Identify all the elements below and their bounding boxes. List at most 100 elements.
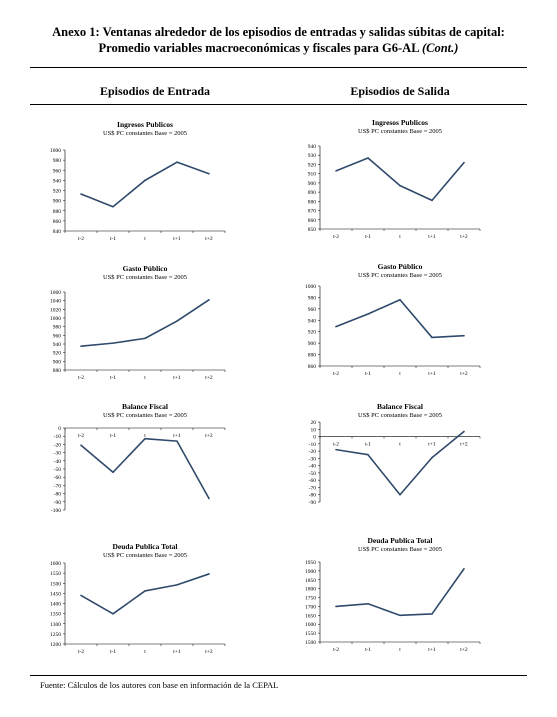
x-tick-label: t-1 [110, 236, 116, 242]
y-tick-label: 1500 [50, 581, 61, 587]
y-tick-label: 980 [53, 158, 62, 164]
data-point [176, 320, 178, 322]
y-tick-label: 900 [308, 181, 317, 187]
x-tick-label: t-2 [78, 375, 84, 381]
series-line [80, 299, 210, 347]
x-tick-label: t+2 [460, 442, 468, 448]
data-point [176, 440, 178, 442]
y-tick-label: 1450 [50, 591, 61, 597]
y-tick-label: 890 [308, 190, 317, 196]
data-point [112, 613, 114, 615]
data-point [176, 161, 178, 163]
data-point [399, 493, 401, 496]
y-tick-label: 960 [53, 168, 62, 174]
y-tick-label: 840 [53, 229, 62, 235]
y-tick-label: -50 [309, 471, 317, 477]
chart-subtitle: US$ PC constantes Base = 2005 [358, 546, 442, 553]
x-tick-label: t+1 [428, 234, 436, 240]
x-tick-label: t-1 [365, 647, 371, 653]
x-tick-label: t+1 [173, 375, 181, 381]
x-tick-label: t-1 [365, 442, 371, 448]
x-tick-label: t-2 [333, 647, 339, 653]
x-tick-label: t-1 [365, 234, 371, 240]
y-tick-label: 1350 [50, 612, 61, 618]
data-point [399, 184, 401, 187]
y-tick-label: 850 [308, 227, 317, 233]
x-tick-label: t+1 [428, 442, 436, 448]
y-tick-label: 940 [308, 144, 317, 150]
y-tick-label: -60 [309, 478, 317, 484]
figure-title-line2: Promedio variables macroeconómicas y fis… [0, 41, 557, 56]
data-point [463, 161, 465, 164]
y-tick-label: -10 [309, 442, 317, 448]
y-tick-label: 860 [308, 218, 317, 224]
chart-subtitle: US$ PC constantes Base = 2005 [358, 272, 442, 279]
y-tick-label: -10 [54, 434, 62, 440]
chart-title: Deuda Publica Total [112, 542, 177, 551]
y-tick-label: 900 [53, 199, 62, 205]
y-tick-label: 1200 [50, 642, 61, 648]
x-tick-label: t-2 [78, 236, 84, 242]
y-tick-label: 1040 [50, 299, 61, 305]
y-tick-label: 860 [308, 364, 317, 370]
chart-subtitle: US$ PC constantes Base = 2005 [358, 412, 442, 419]
data-point [431, 199, 433, 202]
y-tick-label: 1900 [305, 569, 316, 575]
column-heading-salida: Episodios de Salida [350, 84, 450, 98]
chart-subtitle: US$ PC constantes Base = 2005 [103, 552, 187, 559]
chart-subtitle: US$ PC constantes Base = 2005 [103, 130, 187, 137]
x-tick-label: t [144, 236, 146, 242]
y-tick-label: 920 [308, 330, 317, 336]
header-rule [30, 104, 527, 105]
footer-rule [30, 675, 527, 676]
x-tick-label: t-2 [78, 433, 84, 439]
y-tick-label: 1000 [50, 316, 61, 322]
y-tick-label: -20 [54, 442, 62, 448]
series-line [335, 157, 465, 202]
data-point [208, 573, 210, 575]
y-tick-label: -30 [54, 451, 62, 457]
chart-title: Gasto Público [123, 264, 168, 273]
column-heading-entrada: Episodios de Entrada [99, 84, 211, 98]
x-tick-label: t+2 [205, 649, 213, 655]
y-tick-label: -50 [54, 467, 62, 473]
y-tick-label: -90 [54, 500, 62, 506]
data-point [463, 430, 465, 433]
top-rule [30, 67, 527, 68]
x-tick-label: t+2 [460, 234, 468, 240]
x-tick-label: t-2 [333, 371, 339, 377]
x-tick-label: t [144, 649, 146, 655]
y-tick-label: 1600 [305, 622, 316, 628]
chart-title: Deuda Publica Total [367, 536, 432, 545]
data-point [367, 157, 369, 159]
chart-title: Ingresos Publicos [117, 120, 173, 129]
y-tick-label: 1000 [50, 148, 61, 154]
y-tick-label: -100 [51, 508, 61, 514]
y-tick-label: 960 [308, 307, 317, 313]
data-point [335, 605, 337, 608]
y-tick-label: 960 [53, 333, 62, 339]
x-tick-label: t [399, 442, 401, 448]
y-tick-label: 940 [53, 342, 62, 348]
x-tick-label: t [144, 433, 146, 439]
y-tick-label: 870 [308, 209, 317, 215]
y-tick-label: 1550 [305, 631, 316, 637]
x-tick-label: t+1 [173, 236, 181, 242]
x-tick-label: t+2 [205, 433, 213, 439]
data-point [80, 345, 82, 347]
y-tick-label: 1400 [50, 602, 61, 608]
y-tick-label: 920 [53, 351, 62, 357]
y-tick-label: -70 [54, 483, 62, 489]
data-point [431, 336, 433, 339]
data-point [399, 614, 401, 617]
data-point [399, 298, 401, 301]
data-point [431, 613, 433, 615]
y-tick-label: 940 [308, 318, 317, 324]
data-point [463, 334, 465, 337]
source-note: Fuente: Cálculos de los autores con base… [40, 680, 279, 690]
